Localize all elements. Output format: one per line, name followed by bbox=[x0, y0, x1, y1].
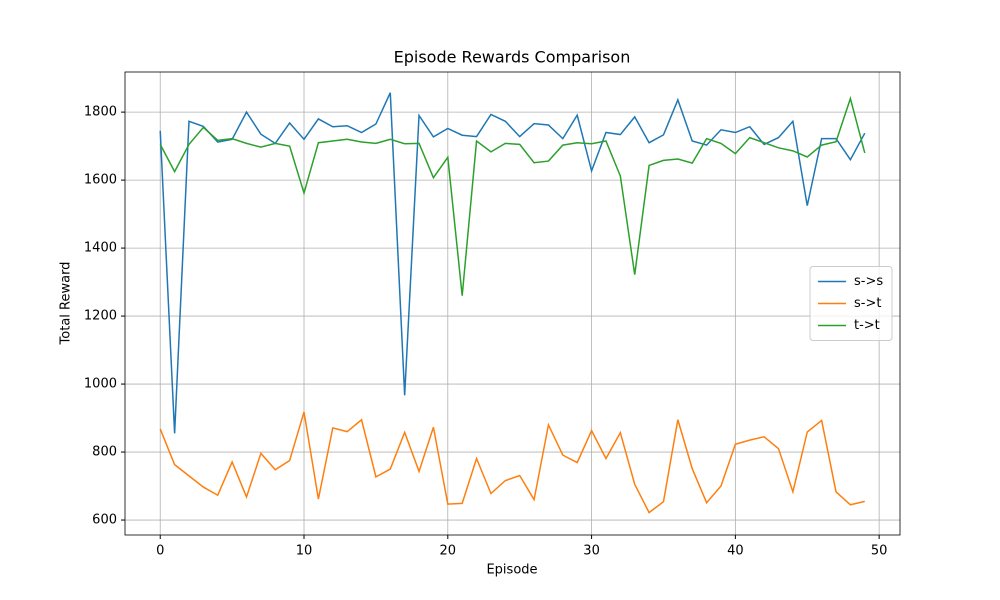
series-line bbox=[159, 95, 866, 296]
plot-frame bbox=[124, 71, 901, 536]
legend-label: s->s bbox=[854, 274, 883, 289]
x-tick-label: 10 bbox=[296, 544, 313, 559]
y-tick-label: 1000 bbox=[84, 377, 117, 392]
x-tick-label: 50 bbox=[871, 544, 888, 559]
y-axis-label: Total Reward bbox=[59, 262, 74, 346]
y-tick-label: 800 bbox=[92, 445, 117, 460]
legend-box bbox=[809, 266, 893, 341]
legend-label: t->t bbox=[854, 318, 880, 333]
series-line bbox=[159, 411, 865, 514]
x-tick-label: 20 bbox=[440, 544, 457, 559]
y-tick-label: 600 bbox=[92, 513, 117, 528]
x-axis-label: Episode bbox=[486, 563, 537, 578]
y-tick-label: 1400 bbox=[84, 241, 117, 256]
y-tick-label: 1200 bbox=[84, 309, 117, 324]
x-tick-label: 0 bbox=[156, 544, 164, 559]
x-tick-label: 40 bbox=[727, 544, 744, 559]
chart-title: Episode Rewards Comparison bbox=[394, 48, 631, 67]
y-tick-label: 1800 bbox=[84, 105, 117, 120]
legend-label: s->t bbox=[854, 296, 881, 311]
y-tick-label: 1600 bbox=[84, 173, 117, 188]
series-line bbox=[159, 92, 866, 434]
x-tick-label: 30 bbox=[583, 544, 600, 559]
